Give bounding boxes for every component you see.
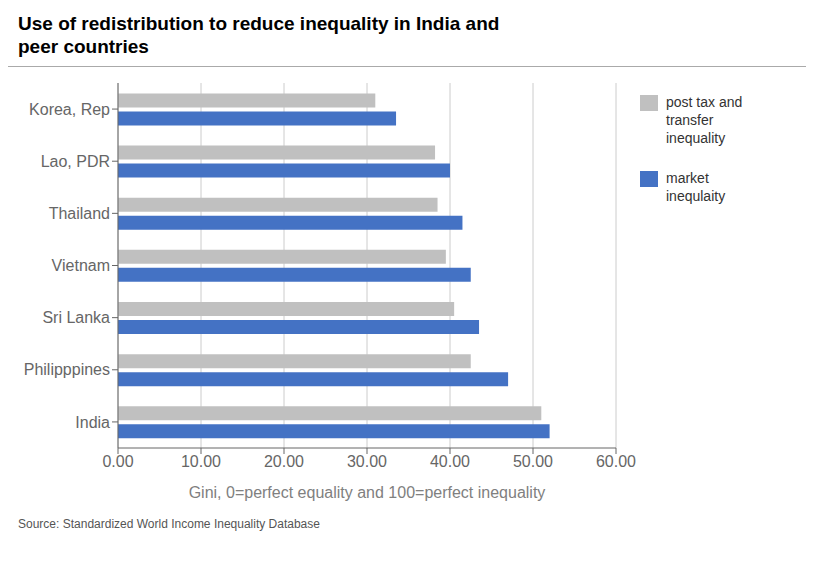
html-text:inequlaity: inequlaity xyxy=(666,188,726,204)
svg-text:Vietnam: Vietnam xyxy=(52,257,110,274)
svg-text:Sri Lanka: Sri Lanka xyxy=(42,309,110,326)
svg-text:60.00: 60.00 xyxy=(596,453,636,470)
html-text:Source: Standardized World Inc: Source: Standardized World Income Inequa… xyxy=(18,517,320,531)
svg-text:10.00: 10.00 xyxy=(181,453,221,470)
svg-text:20.00: 20.00 xyxy=(264,453,304,470)
svg-text:India: India xyxy=(75,414,110,431)
html-text:Use of redistribution to reduc: Use of redistribution to reduce inequali… xyxy=(18,13,500,34)
svg-text:0.00: 0.00 xyxy=(102,453,133,470)
html-text:peer countries: peer countries xyxy=(18,36,149,57)
svg-text:30.00: 30.00 xyxy=(347,453,387,470)
svg-text:Thailand: Thailand xyxy=(49,205,110,222)
html-text:transfer: transfer xyxy=(666,112,714,128)
svg-text:Korea, Rep: Korea, Rep xyxy=(29,101,110,118)
svg-text:40.00: 40.00 xyxy=(430,453,470,470)
html-text:market: market xyxy=(666,170,709,186)
svg-text:Lao, PDR: Lao, PDR xyxy=(41,153,110,170)
svg-text:Gini, 0=perfect equality and 1: Gini, 0=perfect equality and 100=perfect… xyxy=(189,484,546,501)
svg-text:Philipppines: Philipppines xyxy=(24,361,110,378)
html-text:post tax and: post tax and xyxy=(666,94,743,110)
html-text:inequality: inequality xyxy=(666,130,726,146)
svg-text:50.00: 50.00 xyxy=(513,453,553,470)
